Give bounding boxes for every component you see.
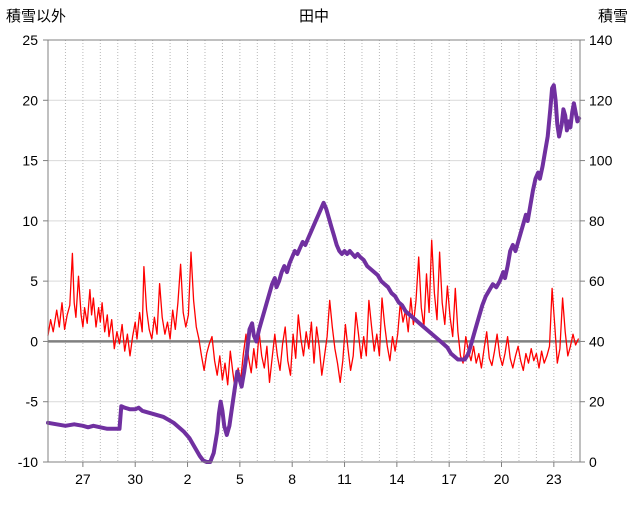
svg-text:-10: -10 [18, 454, 38, 470]
svg-text:10: 10 [22, 213, 38, 229]
svg-text:2: 2 [184, 471, 192, 487]
svg-text:8: 8 [288, 471, 296, 487]
svg-text:14: 14 [389, 471, 405, 487]
svg-text:25: 25 [22, 32, 38, 48]
svg-text:40: 40 [589, 333, 605, 349]
svg-text:5: 5 [30, 273, 38, 289]
svg-text:17: 17 [441, 471, 457, 487]
v-gridlines [64, 40, 572, 462]
x-axis: 27 30 2 5 8 11 14 17 20 23 [75, 462, 562, 487]
series-line-1 [46, 83, 582, 464]
svg-text:11: 11 [337, 471, 352, 487]
svg-text:20: 20 [22, 92, 38, 108]
svg-text:27: 27 [75, 471, 91, 487]
svg-text:100: 100 [589, 153, 613, 169]
svg-text:5: 5 [236, 471, 244, 487]
svg-text:23: 23 [546, 471, 562, 487]
series-line-0 [47, 239, 579, 393]
right-axis: 140 120 100 80 60 40 20 0 [580, 32, 613, 470]
left-axis: 25 20 15 10 5 0 -5 -10 [18, 32, 48, 470]
svg-text:140: 140 [589, 32, 613, 48]
svg-text:-5: -5 [26, 394, 39, 410]
svg-text:0: 0 [589, 454, 597, 470]
svg-text:0: 0 [30, 333, 38, 349]
svg-text:30: 30 [127, 471, 143, 487]
chart-title: 田中 [298, 8, 330, 25]
svg-text:20: 20 [589, 394, 605, 410]
svg-text:20: 20 [494, 471, 510, 487]
svg-text:80: 80 [589, 213, 605, 229]
svg-text:15: 15 [22, 153, 38, 169]
left-axis-title: 積雪以外 [6, 8, 67, 25]
right-axis-title: 積雪 [597, 8, 628, 25]
svg-text:60: 60 [589, 273, 605, 289]
plot-border [47, 39, 581, 463]
svg-text:120: 120 [589, 92, 613, 108]
